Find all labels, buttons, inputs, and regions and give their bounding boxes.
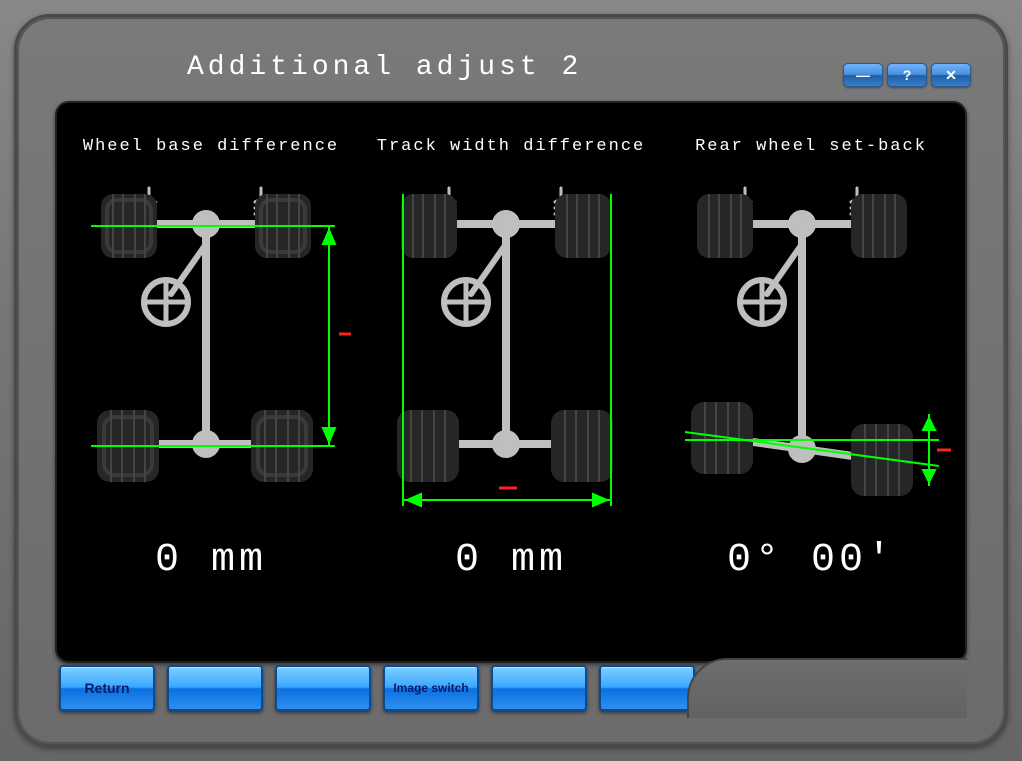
frame-notch bbox=[687, 658, 967, 718]
return-button[interactable]: Return bbox=[59, 665, 155, 711]
close-button[interactable]: ✕ bbox=[931, 63, 971, 87]
button-2[interactable] bbox=[167, 665, 263, 711]
measurement-display: Wheel base difference bbox=[55, 101, 967, 663]
panel-title: Wheel base difference bbox=[83, 137, 339, 156]
button-5[interactable] bbox=[491, 665, 587, 711]
chassis-diagram bbox=[671, 174, 951, 514]
chassis-diagram bbox=[371, 174, 651, 514]
measurement-value: 0 mm bbox=[455, 538, 567, 583]
button-bar: Return Image switch bbox=[59, 658, 705, 718]
panel-title: Rear wheel set-back bbox=[695, 137, 927, 156]
panel-track-width-diff: Track width difference bbox=[361, 119, 661, 651]
measurement-value: 0 mm bbox=[155, 538, 267, 583]
button-3[interactable] bbox=[275, 665, 371, 711]
window-title: Additional adjust 2 bbox=[187, 52, 582, 83]
titlebar: Additional adjust 2 — ? ✕ bbox=[17, 41, 1005, 93]
measurement-value: 0° 00′ bbox=[727, 538, 895, 583]
panel-wheel-base-diff: Wheel base difference bbox=[61, 119, 361, 651]
panel-rear-setback: Rear wheel set-back bbox=[661, 119, 961, 651]
chassis-diagram bbox=[71, 174, 351, 514]
panel-title: Track width difference bbox=[377, 137, 645, 156]
app-frame: Additional adjust 2 — ? ✕ Wheel base dif… bbox=[14, 14, 1008, 747]
button-6[interactable] bbox=[599, 665, 695, 711]
help-button[interactable]: ? bbox=[887, 63, 927, 87]
image-switch-button[interactable]: Image switch bbox=[383, 665, 479, 711]
window-controls: — ? ✕ bbox=[843, 63, 971, 87]
minimize-button[interactable]: — bbox=[843, 63, 883, 87]
